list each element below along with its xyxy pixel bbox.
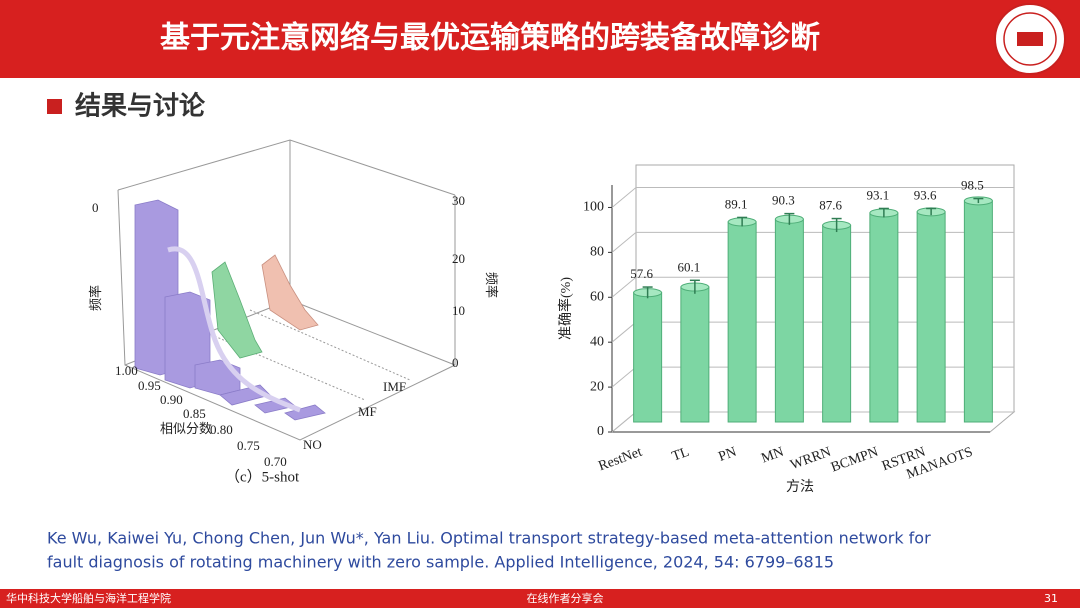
right-tick: 10: [452, 303, 465, 318]
x-tick-label: RestNet: [597, 445, 645, 475]
bar: [916, 211, 946, 423]
grid-line: [611, 276, 1014, 298]
similarity-tick: 0.85: [183, 406, 206, 421]
y-tick-label: 60: [590, 289, 604, 304]
header-band: [0, 0, 1080, 78]
right-tick: 30: [452, 193, 465, 208]
similarity-tick: 0.75: [237, 438, 260, 453]
x-tick-label: PN: [717, 445, 739, 465]
value-label: 87.6: [819, 198, 842, 213]
left-figure-ticks: 30 20 10 0 1.000.950.900.85 0.80 0.75 0.70 NO MF I…: [115, 193, 465, 469]
bar: [822, 224, 852, 423]
citation-line: Ke Wu, Kaiwei Yu, Chong Chen, Jun Wu*, Y…: [47, 529, 931, 548]
grid-line: [611, 231, 1014, 253]
similarity-tick: 0.95: [138, 378, 161, 393]
section-marker: [47, 99, 62, 114]
figure-caption: （c）5-shot: [225, 468, 300, 485]
group-label: IMF: [383, 379, 406, 394]
y-tick-label: 0: [597, 424, 604, 439]
left-tick: 0: [92, 200, 99, 215]
x-tick-label: WRRN: [788, 445, 833, 473]
right-tick: 20: [452, 251, 465, 266]
value-label: 93.1: [867, 187, 890, 202]
y-tick-label: 80: [590, 245, 604, 260]
y-axis-label: 准确率(%): [557, 277, 574, 340]
logo: [994, 3, 1066, 75]
value-label: 60.1: [678, 259, 701, 274]
bar: [869, 212, 899, 423]
similarity-tick: 0.70: [264, 454, 287, 469]
citation-line: fault diagnosis of rotating machinery wi…: [47, 553, 834, 572]
similarity-tick: 0.80: [210, 422, 233, 437]
grid-line: [611, 186, 1014, 208]
value-label: 98.5: [961, 178, 984, 193]
value-label: 90.3: [772, 193, 795, 208]
right-axis-label: 频率: [484, 272, 499, 298]
x-tick-label: TL: [670, 445, 691, 465]
bar: [774, 218, 804, 423]
grid-line: [611, 321, 1014, 343]
similarity-tick: 0.90: [160, 392, 183, 407]
similarity-label: 相似分数: [160, 421, 212, 436]
right-tick: 0: [452, 355, 459, 370]
y-tick-label: 20: [590, 379, 604, 394]
footer-left: 华中科技大学船舶与海洋工程学院: [6, 591, 171, 605]
x-tick-label: BCMPN: [829, 445, 880, 476]
x-axis-label: 方法: [786, 479, 814, 495]
bar: [680, 286, 710, 423]
floor: [611, 411, 1016, 433]
bar: [633, 292, 663, 423]
y-tick-label: 40: [590, 334, 604, 349]
grid-line: [611, 411, 1014, 433]
similarity-tick: 1.00: [115, 363, 138, 378]
bar: [727, 221, 757, 423]
value-label: 93.6: [914, 187, 937, 202]
group-label: NO: [303, 437, 322, 452]
footer-center: 在线作者分享会: [527, 591, 604, 605]
page-number: 31: [1044, 592, 1058, 605]
value-label: 57.6: [630, 266, 653, 281]
section-title: 结果与讨论: [75, 92, 206, 122]
bar-chart: 0 20 40 60 80 100 准确率(%) 方法 RestNet 57.6 TL 60.1 PN 8…: [557, 164, 1016, 495]
grid-line: [611, 366, 1014, 388]
group-label: MF: [358, 404, 377, 419]
footer-band: [0, 589, 1080, 608]
header-title: 基于元注意网络与最优运输策略的跨装备故障诊断: [160, 21, 820, 56]
histogram-shapes: [134, 199, 326, 421]
x-tick-label: MN: [760, 445, 786, 467]
bar: [963, 200, 993, 423]
left-axis-label: 频率: [88, 285, 103, 311]
y-tick-label: 100: [583, 200, 604, 215]
value-label: 89.1: [725, 196, 748, 211]
